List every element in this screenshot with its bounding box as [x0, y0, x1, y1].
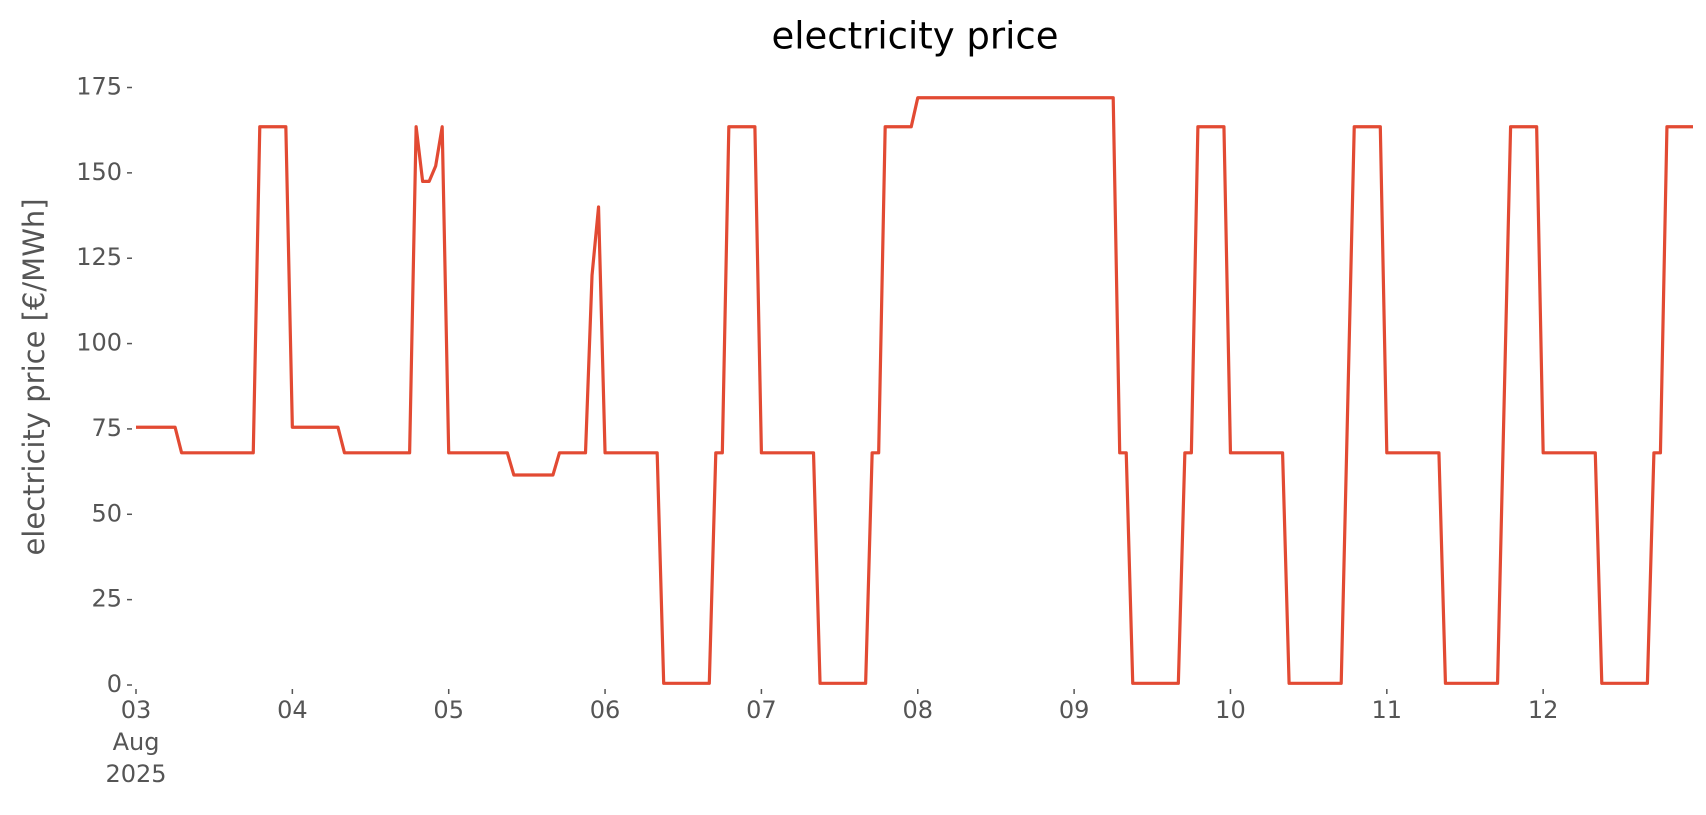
chart-title: electricity price [771, 15, 1058, 58]
y-tick-label: 100 [76, 329, 122, 357]
x-tick-label: 12 [1528, 696, 1559, 724]
x-tick-label: 03 Aug 2025 [105, 696, 166, 788]
x-tick-label: 10 [1215, 696, 1246, 724]
y-tick-label: 25 [91, 585, 122, 613]
y-tick-label: 0 [107, 670, 122, 698]
price-line [136, 96, 1693, 685]
x-tick-label: 06 [590, 696, 621, 724]
x-tick-label: 04 [277, 696, 308, 724]
x-tick-label: 08 [902, 696, 933, 724]
y-tick-label: 150 [76, 158, 122, 186]
y-axis-label: electricity price [€/MWh] [17, 198, 51, 555]
y-tick-label: 175 [76, 73, 122, 101]
x-tick-label: 09 [1059, 696, 1090, 724]
x-tick-label: 07 [746, 696, 777, 724]
y-tick-label: 50 [91, 499, 122, 527]
x-tick-label: 11 [1372, 696, 1403, 724]
x-tick-label: 05 [433, 696, 464, 724]
y-tick-label: 75 [91, 414, 122, 442]
y-tick-label: 125 [76, 243, 122, 271]
